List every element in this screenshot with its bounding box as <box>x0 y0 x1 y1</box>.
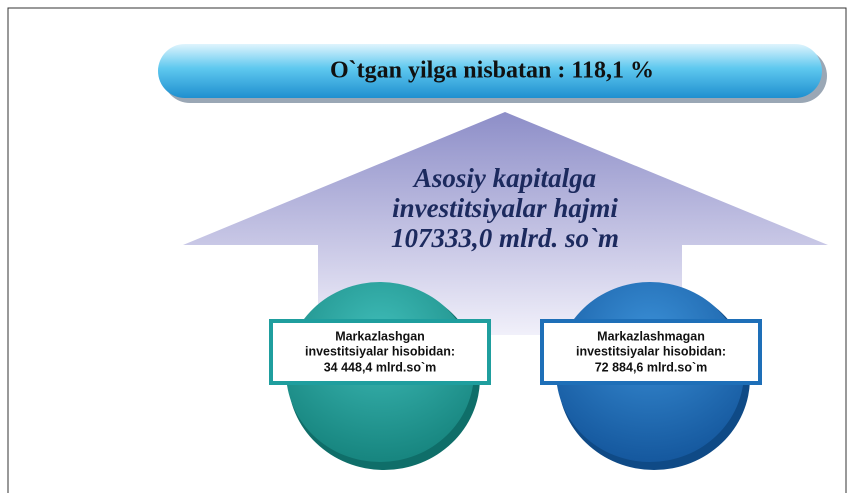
arrow-text: investitsiyalar hajmi <box>392 193 618 223</box>
arrow <box>183 112 828 335</box>
banner-title: O`tgan yilga nisbatan : 118,1 % <box>330 58 654 84</box>
arrow-text: 107333,0 mlrd. so`m <box>391 223 619 253</box>
box-text: investitsiyalar hisobidan: <box>576 344 726 358</box>
box-text: Markazlashmagan <box>597 329 705 343</box>
box-text: 34 448,4 mlrd.so`m <box>324 360 437 374</box>
arrow-text: Asosiy kapitalga <box>412 163 596 193</box>
banner <box>158 44 822 98</box>
frame <box>7 7 847 493</box>
box-text: Markazlashgan <box>335 329 425 343</box>
label-box <box>269 319 491 385</box>
box-text: 72 884,6 mlrd.so`m <box>595 360 708 374</box>
box-text: investitsiyalar hisobidan: <box>305 344 455 358</box>
label-box <box>540 319 762 385</box>
